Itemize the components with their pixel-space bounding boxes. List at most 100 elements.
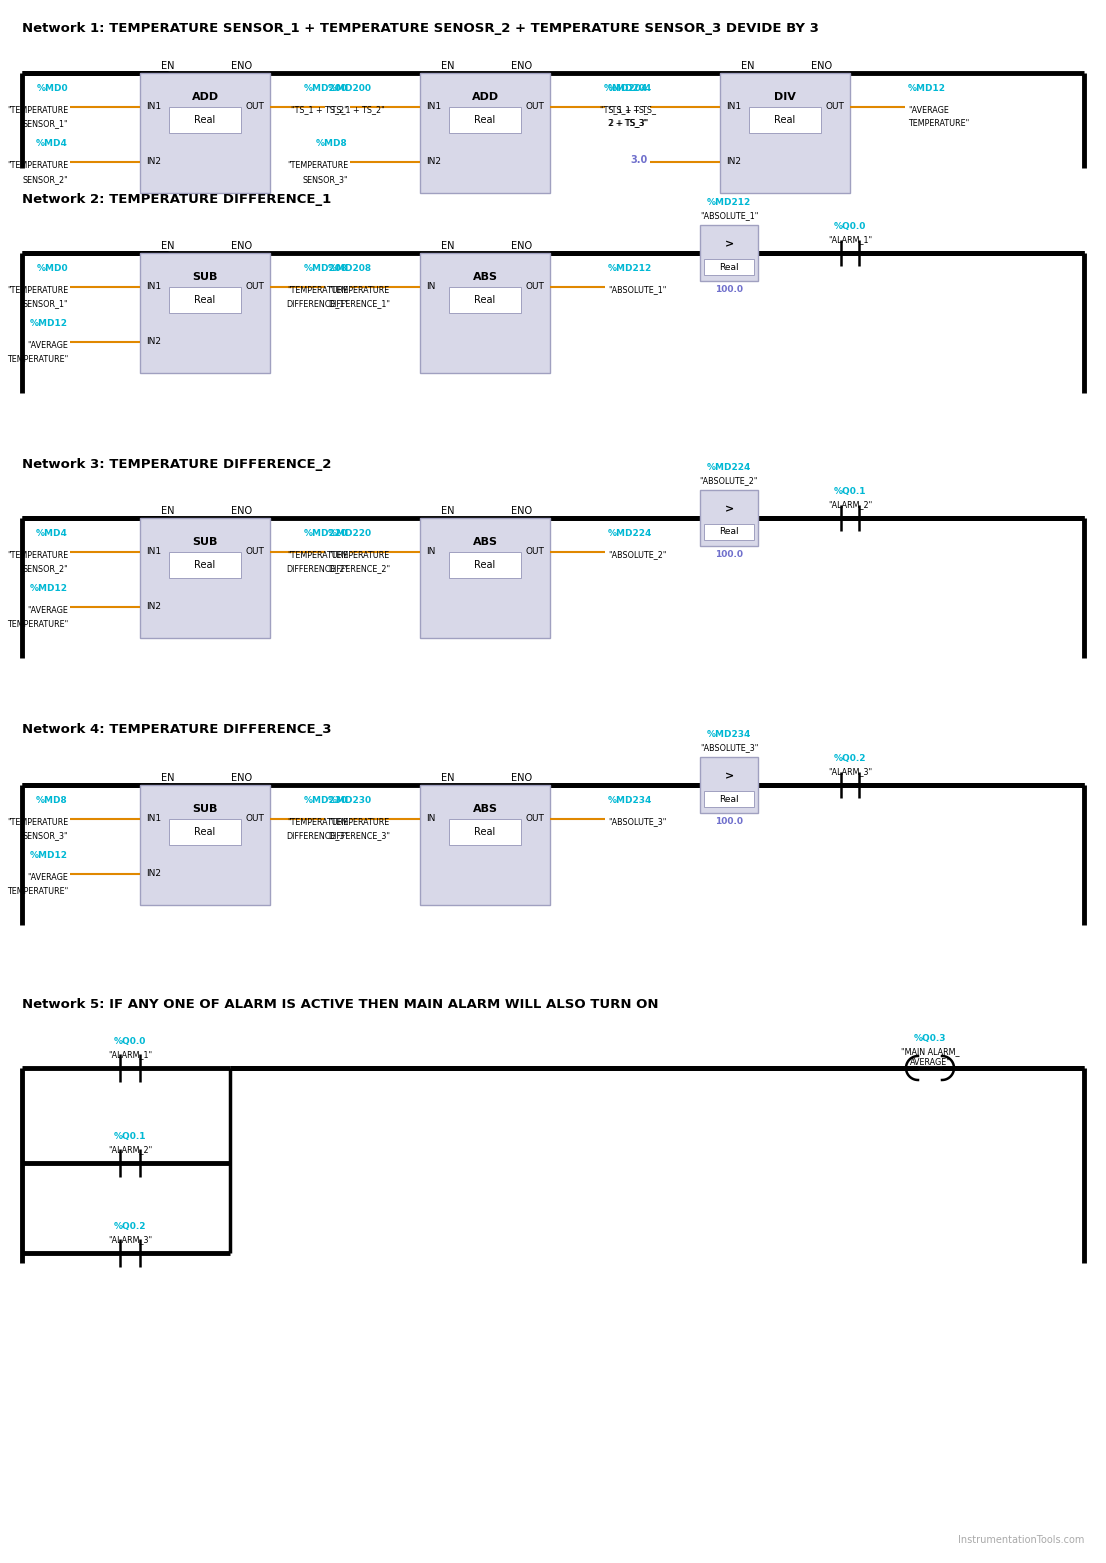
Text: IN2: IN2 (146, 869, 161, 878)
FancyBboxPatch shape (140, 73, 270, 192)
Text: 2 + TS_3": 2 + TS_3" (608, 119, 648, 128)
FancyBboxPatch shape (700, 756, 758, 813)
Text: "ALARM_3": "ALARM_3" (828, 767, 872, 775)
Text: %MD200: %MD200 (304, 83, 348, 92)
Text: Network 2: TEMPERATURE DIFFERENCE_1: Network 2: TEMPERATURE DIFFERENCE_1 (22, 192, 332, 206)
Text: %MD12: %MD12 (908, 83, 946, 92)
Text: ABS: ABS (472, 538, 498, 547)
Text: "TEMPERATURE: "TEMPERATURE (7, 286, 67, 294)
FancyBboxPatch shape (449, 552, 521, 578)
Text: 100.0: 100.0 (714, 817, 743, 825)
Text: "ABSOLUTE_1": "ABSOLUTE_1" (700, 211, 759, 220)
Text: DIFFERENCE_2": DIFFERENCE_2" (328, 564, 390, 574)
Text: "TEMPERATURE: "TEMPERATURE (7, 550, 67, 560)
Text: IN: IN (426, 281, 436, 291)
Text: IN: IN (426, 547, 436, 556)
Text: "ALARM_1": "ALARM_1" (108, 1050, 152, 1060)
Text: %MD200: %MD200 (328, 83, 372, 92)
FancyBboxPatch shape (169, 552, 241, 578)
FancyBboxPatch shape (705, 258, 753, 275)
FancyBboxPatch shape (420, 253, 550, 374)
Text: DIFFERENCE_1": DIFFERENCE_1" (328, 300, 390, 308)
Text: TEMPERATURE": TEMPERATURE" (7, 621, 67, 628)
Text: IN1: IN1 (146, 547, 161, 556)
Text: "TEMPERATURE: "TEMPERATURE (286, 550, 348, 560)
Text: ENO: ENO (511, 241, 533, 252)
Text: OUT: OUT (525, 814, 544, 824)
Text: Real: Real (474, 560, 495, 570)
Text: SENSOR_1": SENSOR_1" (22, 300, 67, 308)
FancyBboxPatch shape (420, 517, 550, 638)
Text: %MD12: %MD12 (30, 319, 67, 328)
Text: %Q0.0: %Q0.0 (834, 222, 866, 231)
Text: %MD212: %MD212 (608, 264, 653, 272)
Text: IN2: IN2 (146, 602, 161, 611)
FancyBboxPatch shape (705, 791, 753, 808)
Text: ABS: ABS (472, 272, 498, 281)
Text: %MD234: %MD234 (608, 796, 653, 805)
Text: ENO: ENO (231, 774, 252, 783)
Text: %MD212: %MD212 (707, 199, 751, 206)
Text: "TEMPERATURE: "TEMPERATURE (7, 161, 67, 170)
Text: %MD208: %MD208 (328, 264, 372, 272)
Text: EN: EN (161, 774, 175, 783)
Text: Network 1: TEMPERATURE SENSOR_1 + TEMPERATURE SENOSR_2 + TEMPERATURE SENSOR_3 DE: Network 1: TEMPERATURE SENSOR_1 + TEMPER… (22, 22, 818, 34)
Text: Real: Real (195, 560, 216, 570)
Text: %MD230: %MD230 (304, 796, 348, 805)
Text: IN: IN (426, 814, 436, 824)
Text: %MD8: %MD8 (316, 139, 348, 148)
FancyBboxPatch shape (449, 286, 521, 313)
Text: "TEMPERATURE: "TEMPERATURE (328, 817, 389, 827)
Text: Network 4: TEMPERATURE DIFFERENCE_3: Network 4: TEMPERATURE DIFFERENCE_3 (22, 724, 332, 736)
Text: %Q0.2: %Q0.2 (834, 753, 866, 763)
Text: Network 3: TEMPERATURE DIFFERENCE_2: Network 3: TEMPERATURE DIFFERENCE_2 (22, 458, 332, 470)
Text: OUT: OUT (246, 814, 264, 824)
Text: 2 + TS_3": 2 + TS_3" (608, 119, 647, 128)
FancyBboxPatch shape (169, 819, 241, 846)
Text: "ABSOLUTE_2": "ABSOLUTE_2" (700, 477, 759, 485)
Text: %MD4: %MD4 (36, 139, 67, 148)
Text: "ABSOLUTE_3": "ABSOLUTE_3" (608, 817, 667, 827)
Text: %Q0.1: %Q0.1 (114, 1132, 146, 1141)
Text: EN: EN (441, 61, 455, 70)
Text: %MD230: %MD230 (328, 796, 372, 805)
Text: TEMPERATURE": TEMPERATURE" (7, 355, 67, 364)
Text: %Q0.0: %Q0.0 (114, 1036, 146, 1046)
Text: "TS_1 + TS_2": "TS_1 + TS_2" (328, 106, 385, 114)
Text: %MD208: %MD208 (304, 264, 348, 272)
Text: SUB: SUB (192, 272, 218, 281)
Text: IN1: IN1 (146, 814, 161, 824)
Text: OUT: OUT (525, 102, 544, 111)
Text: SENSOR_3": SENSOR_3" (22, 832, 67, 841)
Text: "AVERAGE: "AVERAGE (908, 106, 949, 114)
Text: DIV: DIV (774, 92, 796, 102)
Text: ADD: ADD (471, 92, 499, 102)
Text: "TS_1 + TS_: "TS_1 + TS_ (608, 106, 656, 114)
FancyBboxPatch shape (420, 73, 550, 192)
Text: 100.0: 100.0 (714, 284, 743, 294)
Text: %MD0: %MD0 (36, 264, 67, 272)
Text: "ALARM_3": "ALARM_3" (108, 1235, 152, 1244)
Text: Real: Real (774, 114, 795, 125)
FancyBboxPatch shape (140, 253, 270, 374)
Text: "TEMPERATURE: "TEMPERATURE (286, 817, 348, 827)
Text: %Q0.2: %Q0.2 (114, 1222, 146, 1232)
Text: EN: EN (441, 506, 455, 516)
Text: "ALARM_1": "ALARM_1" (828, 234, 872, 244)
Text: OUT: OUT (525, 281, 544, 291)
Text: "ABSOLUTE_3": "ABSOLUTE_3" (700, 742, 759, 752)
Text: EN: EN (161, 241, 175, 252)
Text: >: > (724, 772, 733, 782)
Text: IN1: IN1 (146, 281, 161, 291)
Text: SUB: SUB (192, 803, 218, 814)
Text: %MD224: %MD224 (608, 528, 653, 538)
Text: Real: Real (719, 527, 739, 536)
Text: IN2: IN2 (426, 158, 441, 166)
Text: %MD8: %MD8 (36, 796, 67, 805)
FancyBboxPatch shape (169, 286, 241, 313)
Text: "TS_1 + TS_: "TS_1 + TS_ (599, 106, 648, 114)
Text: AVERAGE": AVERAGE" (909, 1058, 950, 1068)
Text: %MD220: %MD220 (328, 528, 372, 538)
Text: ABS: ABS (472, 803, 498, 814)
Text: "TEMPERATURE: "TEMPERATURE (7, 817, 67, 827)
